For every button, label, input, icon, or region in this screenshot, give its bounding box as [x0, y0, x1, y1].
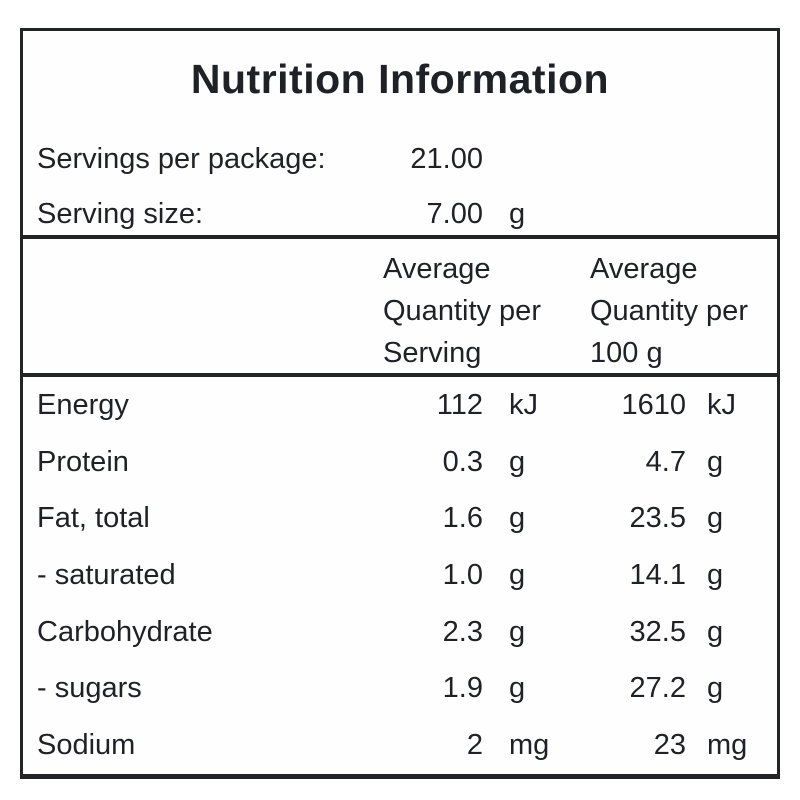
- per-serving-value: 1.6: [442, 502, 483, 535]
- nutrient-name: Fat, total: [37, 502, 150, 535]
- column-header-spacer: [23, 248, 383, 374]
- nutrient-name: Sodium: [37, 729, 136, 762]
- table-row-sugars: - sugars 1.9 g 27.2 g: [23, 661, 777, 718]
- per-serving-value: 1.0: [442, 558, 483, 591]
- per-100g-unit: g: [707, 558, 724, 591]
- per-100g-value: 23: [653, 729, 686, 762]
- table-row-sodium: Sodium 2 mg 23 mg: [23, 717, 777, 774]
- per-100g-value: 23.5: [629, 502, 686, 535]
- per-100g-value: 4.7: [645, 445, 686, 478]
- table-row-energy: Energy 112 kJ 1610 kJ: [23, 377, 777, 434]
- serving-size-row: Serving size: 7.00 g: [23, 193, 777, 235]
- per-100g-unit: mg: [707, 729, 748, 762]
- per-serving-unit: mg: [509, 729, 550, 762]
- column-header-per-100g: Average Quantity per 100 g: [590, 253, 748, 369]
- serving-size-unit: g: [509, 198, 526, 230]
- per-serving-unit: g: [509, 615, 526, 648]
- nutrient-name: - sugars: [37, 672, 142, 705]
- per-serving-value: 0.3: [442, 445, 483, 478]
- per-100g-value: 27.2: [629, 672, 686, 705]
- nutrient-name: Carbohydrate: [37, 615, 213, 648]
- per-serving-value: 2.3: [442, 615, 483, 648]
- table-row-protein: Protein 0.3 g 4.7 g: [23, 434, 777, 491]
- per-serving-value: 2: [466, 729, 483, 762]
- per-serving-unit: g: [509, 672, 526, 705]
- per-serving-unit: g: [509, 502, 526, 535]
- serving-size-value: 7.00: [426, 198, 483, 230]
- per-100g-unit: g: [707, 615, 724, 648]
- table-column-headers: Average Quantity per Serving Average Qua…: [23, 239, 777, 377]
- per-serving-value: 112: [436, 388, 483, 421]
- servings-per-package-row: Servings per package: 21.00: [23, 138, 777, 180]
- per-100g-unit: g: [707, 445, 724, 478]
- serving-size-label: Serving size:: [37, 198, 204, 230]
- per-100g-unit: g: [707, 672, 724, 705]
- per-100g-value: 32.5: [629, 615, 686, 648]
- nutrient-table: Energy 112 kJ 1610 kJ Protein 0.3 g 4.7 …: [23, 377, 777, 774]
- nutrient-name: Energy: [37, 388, 129, 421]
- per-100g-value: 14.1: [629, 558, 686, 591]
- nutrition-label-panel: Nutrition Information Servings per packa…: [20, 28, 780, 779]
- per-serving-unit: g: [509, 445, 526, 478]
- table-row-saturated: - saturated 1.0 g 14.1 g: [23, 547, 777, 604]
- servings-per-package-label: Servings per package:: [37, 143, 326, 175]
- per-100g-unit: g: [707, 502, 724, 535]
- per-serving-value: 1.9: [442, 672, 483, 705]
- per-serving-unit: kJ: [509, 388, 538, 421]
- servings-per-package-value: 21.00: [410, 143, 483, 175]
- per-100g-value: 1610: [621, 388, 686, 421]
- table-row-carbohydrate: Carbohydrate 2.3 g 32.5 g: [23, 604, 777, 661]
- nutrient-name: - saturated: [37, 558, 176, 591]
- page-title: Nutrition Information: [190, 56, 610, 102]
- label-header-section: Nutrition Information Servings per packa…: [23, 31, 777, 239]
- table-row-fat-total: Fat, total 1.6 g 23.5 g: [23, 490, 777, 547]
- per-serving-unit: g: [509, 558, 526, 591]
- per-100g-unit: kJ: [707, 388, 736, 421]
- nutrient-name: Protein: [37, 445, 129, 478]
- column-header-per-serving: Average Quantity per Serving: [383, 253, 541, 369]
